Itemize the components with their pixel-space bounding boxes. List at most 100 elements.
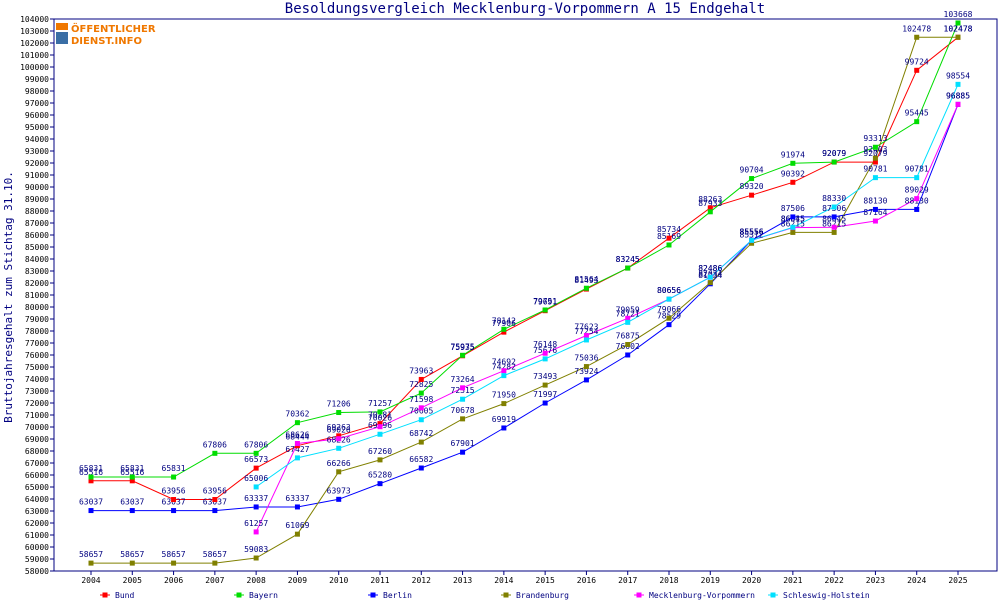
x-tick-label: 2018: [659, 576, 678, 585]
data-label-bayern: 93313: [863, 134, 887, 143]
data-label-bayern: 79751: [533, 297, 557, 306]
y-tick-label: 94000: [25, 135, 49, 144]
data-point-brandenburg: [460, 416, 466, 422]
y-tick-label: 72000: [25, 399, 49, 408]
data-label-bayern: 87933: [698, 199, 722, 208]
data-label-mecklenburg-vorpommern: 80656: [657, 286, 681, 295]
data-label-berlin: 63037: [162, 498, 186, 507]
x-tick-label: 2011: [370, 576, 389, 585]
y-tick-label: 78000: [25, 327, 49, 336]
data-point-schleswig-holstein: [377, 431, 383, 437]
data-point-bund: [501, 329, 507, 335]
data-point-brandenburg: [831, 229, 837, 235]
data-point-brandenburg: [749, 240, 755, 246]
y-tick-label: 93000: [25, 147, 49, 156]
data-label-brandenburg: 68742: [409, 429, 433, 438]
x-tick-label: 2024: [907, 576, 926, 585]
x-tick-label: 2006: [164, 576, 183, 585]
data-point-bayern: [542, 307, 548, 313]
plot-area: [53, 18, 998, 572]
data-label-schleswig-holstein: 72315: [451, 386, 475, 395]
legend-marker-schleswig-holstein: [770, 592, 776, 598]
data-point-mecklenburg-vorpommern: [872, 218, 878, 224]
data-label-bayern: 65831: [162, 464, 186, 473]
data-label-schleswig-holstein: 88330: [822, 194, 846, 203]
y-tick-label: 80000: [25, 303, 49, 312]
x-tick-label: 2019: [701, 576, 720, 585]
data-point-brandenburg: [129, 560, 135, 566]
data-label-brandenburg: 73493: [533, 372, 557, 381]
data-point-brandenburg: [294, 531, 300, 537]
data-label-mecklenburg-vorpommern: 85556: [740, 227, 764, 236]
legend-label-schleswig-holstein: Schleswig-Holstein: [783, 591, 870, 600]
data-point-bund: [418, 376, 424, 382]
data-point-bund: [212, 497, 218, 503]
y-tick-label: 87000: [25, 219, 49, 228]
data-point-bund: [872, 159, 878, 165]
data-point-brandenburg: [212, 560, 218, 566]
x-axis: 2004 2005 2006 2007 2008 2009 2010 2011 2012 2013…: [81, 571, 968, 585]
data-label-bund: 102478: [944, 24, 973, 33]
data-point-berlin: [460, 449, 466, 455]
series-lines: [91, 22, 959, 564]
data-point-berlin: [666, 322, 672, 328]
data-label-bayern: 95445: [905, 109, 929, 118]
y-tick-label: 67000: [25, 459, 49, 468]
y-tick-label: 64000: [25, 495, 49, 504]
data-point-brandenburg: [666, 315, 672, 321]
data-point-berlin: [336, 496, 342, 502]
data-label-bund: 75935: [451, 343, 475, 352]
logo-mark-bottom: [56, 32, 68, 44]
x-tick-label: 2010: [329, 576, 348, 585]
data-point-schleswig-holstein: [253, 484, 259, 490]
data-label-bayern: 70362: [285, 410, 309, 419]
y-tick-label: 88000: [25, 207, 49, 216]
data-point-brandenburg: [625, 342, 631, 347]
data-label-schleswig-holstein: 78721: [616, 309, 640, 318]
y-tick-label: 68000: [25, 447, 49, 456]
data-label-berlin: 73924: [574, 367, 598, 376]
legend-label-berlin: Berlin: [383, 591, 412, 600]
data-label-bayern: 72825: [409, 380, 433, 389]
y-tick-label: 99000: [25, 75, 49, 84]
data-point-schleswig-holstein: [831, 204, 837, 210]
data-point-bayern: [336, 410, 342, 416]
y-tick-label: 102000: [20, 39, 49, 48]
data-point-bayern: [501, 326, 507, 332]
data-point-schleswig-holstein: [625, 319, 631, 325]
data-point-brandenburg: [583, 364, 589, 370]
y-tick-label: 101000: [20, 51, 49, 60]
data-point-schleswig-holstein: [583, 337, 589, 343]
data-label-brandenburg: 102478: [944, 24, 973, 33]
data-point-schleswig-holstein: [707, 274, 713, 280]
legend-label-bayern: Bayern: [249, 591, 278, 600]
data-point-mecklenburg-vorpommern: [418, 405, 424, 411]
y-axis: 58000 59000 60000 61000 62000 63000 64000 65000…: [20, 15, 54, 576]
data-label-schleswig-holstein: 98554: [946, 71, 970, 80]
data-label-bayern: 65831: [120, 464, 144, 473]
y-tick-label: 63000: [25, 507, 49, 516]
data-point-bayern: [377, 409, 383, 415]
data-label-bund: 66573: [244, 455, 268, 464]
data-label-berlin: 63337: [285, 494, 309, 503]
data-label-bayern: 71257: [368, 399, 392, 408]
data-point-bund: [253, 465, 259, 471]
y-tick-label: 69000: [25, 435, 49, 444]
data-point-bayern: [460, 352, 466, 358]
y-tick-label: 75000: [25, 363, 49, 372]
data-point-bayern: [872, 144, 878, 150]
data-point-bayern: [749, 176, 755, 182]
data-point-bayern: [418, 390, 424, 396]
data-point-bayern: [666, 242, 672, 248]
data-point-schleswig-holstein: [914, 175, 920, 181]
y-tick-label: 60000: [25, 543, 49, 552]
data-label-berlin: 71997: [533, 390, 557, 399]
y-tick-label: 98000: [25, 87, 49, 96]
y-tick-label: 84000: [25, 255, 49, 264]
y-tick-label: 77000: [25, 339, 49, 348]
data-label-bund: 85734: [657, 225, 681, 234]
y-tick-label: 58000: [25, 567, 49, 576]
data-point-mecklenburg-vorpommern: [583, 333, 589, 339]
